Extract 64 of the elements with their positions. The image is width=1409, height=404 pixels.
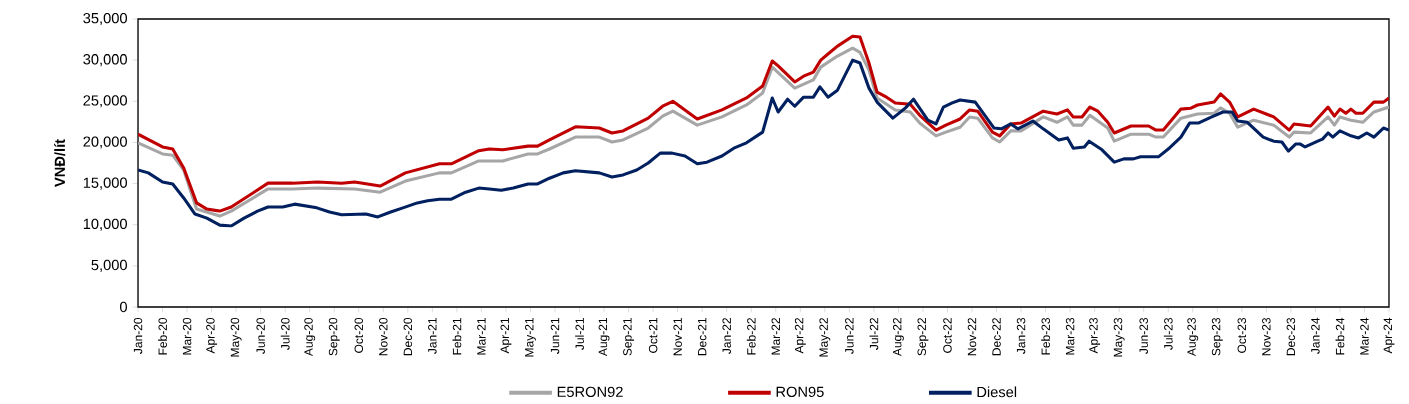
x-tick-label: Jul-22	[869, 317, 879, 350]
x-tick-label: Dec-22	[992, 317, 1001, 355]
x-tick-label: Dec-23	[1286, 317, 1296, 355]
x-tick-label: Nov-20	[379, 317, 388, 355]
x-tick-label: May-20	[230, 317, 242, 357]
x-tick-label: Sep-22	[917, 317, 929, 356]
x-tick-label: Dec-20	[403, 317, 413, 355]
x-tick-label: Nov-21	[673, 317, 682, 355]
x-tick-label: Mar-21	[477, 317, 486, 355]
x-tick-label: Jan-20	[133, 317, 143, 354]
x-tick-label: Mar-22	[771, 317, 781, 355]
x-tick-label: Jan-21	[428, 317, 437, 354]
x-tick-label: Jan-22	[722, 317, 731, 354]
y-tick-label: 15,000	[83, 177, 127, 190]
y-axis-title: VNĐ/lít	[54, 138, 66, 187]
x-tick-label: Sep-23	[1211, 317, 1223, 356]
x-tick-label: Sep-21	[623, 317, 635, 356]
x-tick-label: Apr-24	[1383, 317, 1395, 354]
x-tick-label: Jun-23	[1139, 317, 1148, 354]
legend-label: RON95	[776, 386, 824, 397]
legend-label: E5RON92	[557, 386, 623, 397]
x-tick-label: Apr-23	[1089, 317, 1101, 354]
x-tick-label: May-23	[1113, 317, 1125, 357]
x-tick-label: Feb-24	[1335, 317, 1345, 355]
x-tick-label: Nov-23	[1262, 317, 1271, 355]
x-tick-label: Feb-23	[1041, 317, 1050, 355]
x-tick-label: Aug-20	[304, 317, 316, 356]
x-tick-label: Oct-20	[354, 317, 364, 353]
y-tick-label: 30,000	[83, 53, 127, 67]
legend-label: Diesel	[977, 386, 1017, 398]
x-tick-label: Aug-21	[598, 317, 610, 356]
x-tick-label: Aug-22	[892, 317, 904, 356]
x-tick-label: Sep-20	[328, 317, 340, 356]
x-tick-label: Feb-22	[746, 317, 756, 355]
y-tick-label: 0	[119, 301, 127, 312]
x-tick-label: Apr-22	[794, 317, 806, 354]
x-tick-label: Mar-24	[1360, 317, 1369, 355]
x-tick-label: May-22	[819, 317, 831, 357]
x-tick-label: Jan-23	[1016, 317, 1026, 354]
x-tick-label: Jun-22	[845, 317, 854, 354]
y-tick-label: 25,000	[83, 95, 127, 108]
x-tick-label: Jul-23	[1163, 317, 1173, 350]
x-tick-label: Jun-20	[256, 317, 265, 354]
x-tick-label: Oct-22	[943, 317, 952, 353]
x-tick-label: Feb-20	[158, 317, 167, 355]
x-tick-label: Jun-21	[550, 317, 560, 354]
x-tick-label: Apr-20	[206, 317, 218, 354]
x-tick-label: Dec-21	[697, 317, 707, 355]
x-tick-label: Feb-21	[452, 317, 462, 355]
x-tick-label: Jul-20	[280, 317, 290, 350]
y-tick-label: 5,000	[91, 259, 127, 272]
x-tick-label: May-21	[525, 317, 536, 357]
x-tick-label: Apr-21	[500, 317, 512, 354]
y-tick-label: 20,000	[83, 136, 127, 149]
x-tick-label: Jan-24	[1311, 317, 1320, 354]
x-tick-label: Aug-23	[1187, 317, 1199, 356]
x-tick-label: Jul-21	[575, 317, 584, 350]
y-tick-label: 35,000	[83, 12, 127, 25]
x-tick-label: Mar-20	[182, 317, 192, 355]
y-tick-label: 10,000	[83, 218, 127, 231]
x-tick-label: Nov-22	[967, 317, 977, 355]
x-tick-label: Oct-23	[1237, 317, 1247, 353]
x-tick-label: Mar-23	[1065, 317, 1075, 355]
x-tick-label: Oct-21	[648, 317, 658, 353]
